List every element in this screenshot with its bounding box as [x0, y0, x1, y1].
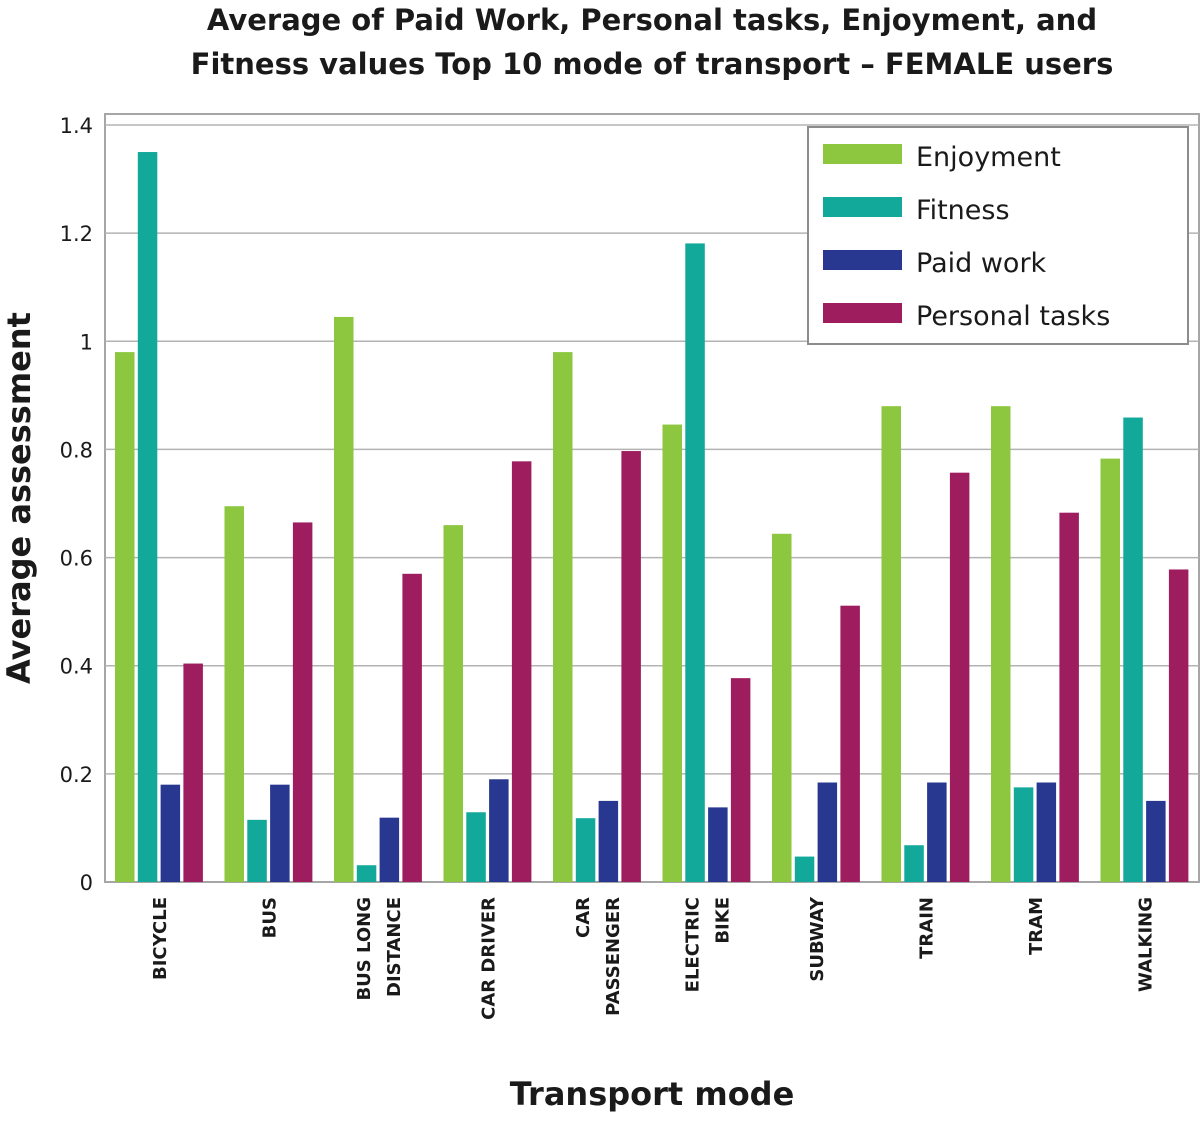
bar-paid-work	[160, 784, 181, 882]
bar-personal-tasks	[949, 472, 970, 882]
bar-group-car-passenger	[553, 352, 641, 883]
y-tick-label: 0.8	[60, 438, 93, 462]
bar-fitness	[466, 812, 486, 882]
bar-personal-tasks	[730, 678, 751, 882]
bar-group-bus	[224, 506, 313, 882]
legend: Enjoyment Fitness Paid work Personal tasks	[807, 126, 1189, 345]
bar-enjoyment	[991, 406, 1011, 882]
y-tick-label: 0.6	[60, 547, 93, 571]
x-tick-label: TRAIN	[916, 897, 937, 959]
bar-fitness	[356, 865, 377, 882]
legend-item: Fitness	[823, 195, 1010, 226]
y-tick-label: 1	[80, 330, 93, 354]
chart-title-line-1: Average of Paid Work, Personal tasks, En…	[207, 3, 1097, 37]
legend-item: Personal tasks	[823, 301, 1110, 332]
bar-enjoyment	[1100, 458, 1120, 882]
bar-enjoyment	[334, 316, 354, 882]
legend-label: Enjoyment	[916, 142, 1061, 173]
bar-personal-tasks	[840, 605, 860, 882]
chart-title-line-2: Fitness values Top 10 mode of transport …	[191, 47, 1114, 81]
x-tick-label: BUS LONG	[354, 897, 375, 1001]
bar-paid-work	[489, 779, 509, 882]
bar-paid-work	[270, 784, 290, 882]
bar-group-train	[881, 406, 970, 882]
bar-personal-tasks	[402, 573, 422, 882]
bar-fitness	[1123, 417, 1143, 882]
bar-fitness	[247, 819, 267, 882]
bar-paid-work	[1036, 782, 1057, 882]
bar-paid-work	[927, 782, 947, 882]
legend-swatch	[823, 250, 902, 270]
bar-group-car-driver	[443, 461, 532, 882]
bar-enjoyment	[662, 424, 682, 882]
x-tick-label: TRAM	[1026, 897, 1047, 955]
x-tick-label: WALKING	[1135, 897, 1156, 992]
bar-group-tram	[991, 406, 1079, 882]
x-tick-label: ELECTRIC	[682, 897, 703, 992]
bar-paid-work	[598, 800, 619, 882]
legend-label: Fitness	[916, 195, 1010, 226]
bar-personal-tasks	[292, 522, 313, 882]
bar-personal-tasks	[621, 451, 641, 882]
bar-fitness	[904, 845, 924, 882]
bar-fitness	[137, 152, 158, 883]
x-tick-label: BUS	[259, 897, 280, 938]
x-axis-title: Transport mode	[510, 1075, 795, 1113]
bar-paid-work	[817, 782, 838, 882]
legend-swatch	[823, 303, 902, 323]
x-tick-label: PASSENGER	[603, 897, 624, 1016]
bar-enjoyment	[115, 352, 135, 883]
bar-paid-work	[379, 817, 400, 882]
legend-label: Paid work	[916, 248, 1047, 279]
bar-personal-tasks	[1168, 569, 1189, 882]
y-axis-title: Average assessment	[0, 312, 38, 684]
bar-group-subway	[772, 533, 860, 882]
x-tick-label: BIKE	[712, 897, 733, 944]
legend-item: Enjoyment	[823, 142, 1061, 173]
bars	[115, 152, 1189, 883]
x-axis-labels: BICYCLE BUS BUS LONG DISTANCE CAR DRIVER CAR P…	[150, 896, 1156, 1020]
bar-paid-work	[708, 807, 728, 882]
bar-personal-tasks	[511, 461, 532, 882]
legend-swatch	[823, 144, 902, 164]
bar-fitness	[685, 243, 705, 882]
bar-enjoyment	[553, 352, 573, 883]
y-axis-ticks: 0 0.2 0.4 0.6 0.8 1 1.2 1.4	[60, 114, 93, 895]
bar-enjoyment	[443, 525, 463, 882]
bar-personal-tasks	[183, 663, 203, 882]
x-tick-label: CAR	[573, 897, 594, 938]
legend-item: Paid work	[823, 248, 1047, 279]
bar-paid-work	[1146, 800, 1166, 882]
y-tick-label: 1.2	[60, 222, 93, 246]
bar-personal-tasks	[1059, 512, 1079, 882]
x-tick-label: BICYCLE	[150, 897, 171, 980]
y-tick-label: 0.4	[60, 655, 93, 679]
bar-group-bus-long-distance	[334, 316, 422, 882]
y-tick-label: 0.2	[60, 763, 93, 787]
chart-title: Average of Paid Work, Personal tasks, En…	[191, 3, 1114, 81]
bar-fitness	[575, 818, 596, 882]
bar-fitness	[794, 856, 815, 882]
legend-label: Personal tasks	[916, 301, 1110, 332]
x-tick-label: CAR DRIVER	[478, 897, 499, 1020]
x-tick-label: DISTANCE	[384, 897, 405, 997]
bar-enjoyment	[881, 406, 901, 882]
x-tick-label: SUBWAY	[807, 896, 828, 982]
bar-enjoyment	[772, 533, 792, 882]
y-tick-label: 0	[80, 871, 93, 895]
bar-group-walking	[1100, 417, 1189, 882]
legend-swatch	[823, 197, 902, 217]
bar-group-bicycle	[115, 152, 203, 883]
y-tick-label: 1.4	[60, 114, 93, 138]
bar-group-electric-bike	[662, 243, 751, 882]
bar-enjoyment	[224, 506, 244, 882]
bar-fitness	[1013, 787, 1034, 882]
